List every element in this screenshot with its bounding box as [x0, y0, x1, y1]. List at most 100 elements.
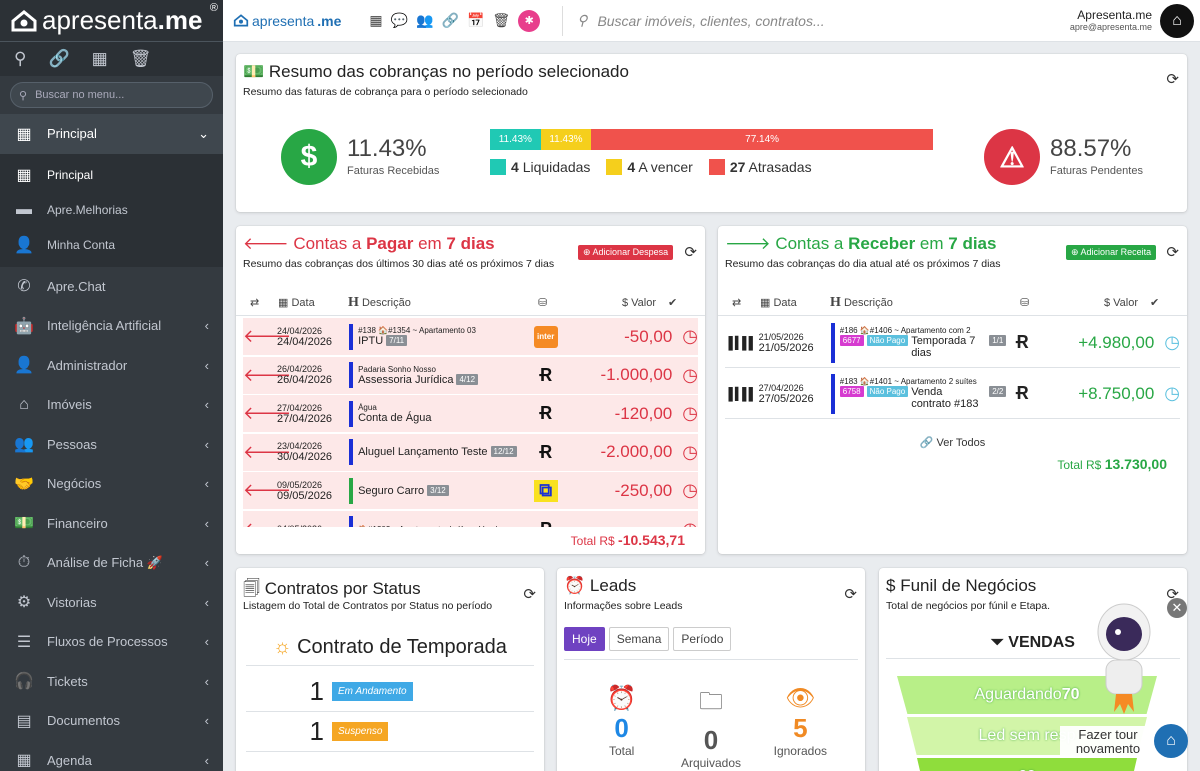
clock-icon[interactable]: ◷: [682, 364, 698, 385]
trash-icon[interactable]: 🗑: [492, 12, 511, 28]
date-due: 26/04/2026: [277, 364, 323, 374]
receber-col-data[interactable]: ▦ Data: [760, 297, 797, 309]
description-label: IPTU: [358, 335, 384, 347]
chat-icon[interactable]: 💬: [390, 12, 409, 28]
sidebar-item[interactable]: ▦ Agenda ‹: [0, 741, 223, 771]
refresh-icon[interactable]: ⟳: [1166, 71, 1179, 88]
clock-icon[interactable]: ◷: [1164, 383, 1181, 403]
funnel-stage-label: Led sem resp: [978, 727, 1076, 744]
installment-tag: 12/12: [490, 446, 517, 457]
table-row[interactable]: 🡐 26/04/2026 26/04/2026 Padaria Sonho Nosso…: [243, 356, 698, 395]
sidebar-brand[interactable]: apresenta .me ®: [0, 0, 223, 42]
clock-icon[interactable]: ◷: [682, 403, 698, 423]
submenu-item[interactable]: 👤 Minha Conta: [0, 228, 223, 263]
funil-title-text: Funil de Negócios: [900, 576, 1037, 595]
topbar-brand-b: .me: [317, 12, 342, 29]
link-icon[interactable]: 🔗: [441, 12, 459, 28]
leads-title-text: Leads: [589, 576, 637, 595]
submenu-item[interactable]: ▦ Principal: [0, 158, 223, 193]
legend-count: 4: [627, 159, 636, 175]
legend-label: A vencer: [638, 159, 693, 175]
topbar-brand[interactable]: apresenta .me: [233, 13, 341, 29]
leads-tab[interactable]: Hoje: [564, 627, 605, 651]
pagar-col-descricao-label: Descrição: [361, 296, 411, 309]
astronaut-mascot[interactable]: [1088, 596, 1160, 716]
table-row[interactable]: 🡐 27/04/2026 27/04/2026 Água Conta de Água Ɍ -…: [243, 395, 698, 433]
leads-tab[interactable]: Semana: [608, 627, 670, 651]
pagar-col-valor[interactable]: $ Valor: [621, 296, 656, 309]
sidebar-item[interactable]: 💵 Financeiro ‹: [0, 504, 223, 544]
search-icon[interactable]: ⚲: [14, 49, 27, 68]
trash-icon[interactable]: 🗑: [129, 49, 152, 68]
installment-tag: 3/12: [427, 484, 449, 496]
chevron-left-icon: ‹: [204, 318, 209, 334]
pagar-col-descricao[interactable]: H Descrição: [348, 294, 411, 310]
table-row[interactable]: 🡐 09/05/2026 09/05/2026 Seguro Carro 3/12 ⧉ -2…: [243, 472, 698, 510]
refresh-icon[interactable]: ⟳: [1166, 244, 1179, 261]
contract-status-row[interactable]: 1 Em Andamento: [246, 672, 534, 712]
sidebar-item[interactable]: ⚙ Vistorias ‹: [0, 583, 223, 623]
table-row[interactable]: 🡐 23/04/2026 30/04/2026 Aluguel Lançamento …: [243, 433, 698, 472]
sidebar-item-label: Documentos: [47, 713, 120, 729]
arrow-left-icon: 🡐: [243, 364, 292, 385]
calendar-icon[interactable]: 📅: [466, 12, 485, 28]
user-info[interactable]: Apresenta.me apre@apresenta.me: [1070, 8, 1152, 32]
sidebar-item[interactable]: 🤝 Negócios ‹: [0, 464, 223, 504]
receber-title-b: Receber: [848, 234, 916, 253]
sidebar-item[interactable]: ⏱ Análise de Ficha 🚀 ‹: [0, 543, 223, 583]
sidebar-item[interactable]: ✆ Apre.Chat: [0, 267, 223, 307]
tour-label[interactable]: Fazer tour novamento: [1060, 726, 1156, 758]
quick-add-button[interactable]: ✱: [518, 9, 541, 32]
installment-tag: 2/2: [989, 386, 1007, 397]
sidebar-item[interactable]: ☰ Fluxos de Processos ‹: [0, 622, 223, 662]
funnel-stage[interactable]: 69: [917, 758, 1137, 771]
menu-principal[interactable]: ▦ Principal ⌄: [0, 114, 223, 154]
people-icon[interactable]: 👥: [416, 12, 434, 28]
clock-icon[interactable]: ◷: [682, 441, 698, 462]
sidebar-item[interactable]: 🎧 Tickets ‹: [0, 662, 223, 702]
sidebar-item[interactable]: ▤ Documentos ‹: [0, 701, 223, 741]
close-icon[interactable]: ✕: [1167, 598, 1187, 618]
ver-todos-link[interactable]: 🔗 Ver Todos: [919, 437, 986, 449]
clock-icon[interactable]: ◷: [682, 480, 698, 500]
clock-icon[interactable]: ◷: [1164, 332, 1181, 352]
description-label: Aluguel Lançamento Teste: [358, 446, 488, 458]
ver-todos-label: Ver Todos: [936, 437, 986, 449]
date-cell: 27/04/2026 27/04/2026: [277, 403, 344, 425]
add-despesa-button[interactable]: ⊕ Adicionar Despesa: [578, 245, 674, 260]
sidebar-search-input[interactable]: ⚲ Buscar no menu...: [10, 82, 213, 108]
pagar-col-data[interactable]: ▦ Data: [278, 297, 315, 309]
date-cell: 26/04/2026 26/04/2026: [277, 364, 344, 386]
bank-logo-icon: Ɍ: [539, 403, 553, 423]
topbar-search-input[interactable]: ⚲ Buscar imóveis, clientes, contratos...: [562, 5, 825, 36]
refresh-icon[interactable]: ⟳: [684, 244, 697, 261]
link-icon[interactable]: 🔗: [48, 49, 70, 68]
contract-status-row[interactable]: 1 Suspenso: [246, 712, 534, 752]
sidebar-item[interactable]: 👤 Administrador ‹: [0, 346, 223, 386]
add-receita-button[interactable]: ⊕ Adicionar Receita: [1066, 245, 1157, 260]
dollar-icon: $: [886, 576, 896, 595]
search-icon: ⚲: [19, 89, 28, 102]
sidebar-item[interactable]: ⌂ Imóveis ‹: [0, 385, 223, 425]
submenu-item[interactable]: ▬ Apre.Melhorias: [0, 193, 223, 228]
funil-title: $ Funil de Negócios: [886, 576, 1036, 596]
pagar-total-label: Total R$: [570, 534, 615, 548]
refresh-icon[interactable]: ⟳: [523, 586, 536, 603]
sidebar-item[interactable]: 🤖 Inteligência Artificial ‹: [0, 306, 223, 346]
leads-tab[interactable]: Período: [673, 627, 732, 651]
receber-col-valor[interactable]: $ Valor: [1103, 296, 1138, 309]
clock-icon[interactable]: ◷: [682, 326, 698, 346]
avatar[interactable]: ⌂: [1160, 4, 1194, 38]
table-row[interactable]: 🡐 24/04/2026 24/04/2026 #138 🏠#1354 ~ Apart…: [243, 318, 698, 356]
sidebar-item[interactable]: 👥 Pessoas ‹: [0, 425, 223, 465]
grid-icon[interactable]: ▦: [369, 12, 383, 28]
legend-item: 4 A vencer: [606, 159, 693, 175]
tour-button[interactable]: ⌂: [1154, 724, 1188, 758]
table-row[interactable]: ▌▍▌▌ 27/04/2026 27/05/2026 #183 🏠#1401 ~ Ap…: [725, 369, 1180, 419]
arrow-right-icon: 🡒: [725, 234, 771, 253]
receber-col-descricao[interactable]: H Descrição: [830, 294, 893, 310]
table-row[interactable]: ▌▍▌▌ 21/05/2026 21/05/2026 #186 🏠#1406 ~ Ap…: [725, 318, 1180, 368]
refresh-icon[interactable]: ⟳: [844, 586, 857, 603]
calendar-icon[interactable]: ▦: [91, 49, 108, 68]
leads-stat: 👁 5 Ignorados: [760, 684, 840, 770]
